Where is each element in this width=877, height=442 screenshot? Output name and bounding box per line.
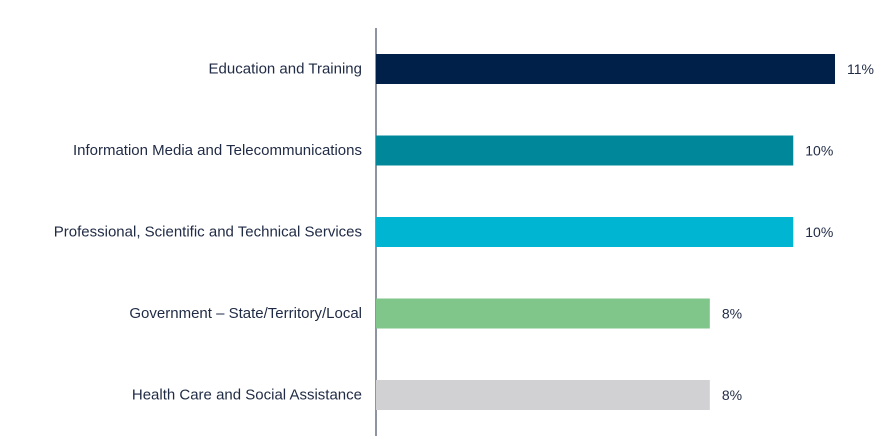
- category-label: Information Media and Telecommunications: [73, 142, 362, 159]
- category-label: Education and Training: [209, 61, 362, 78]
- value-label: 11%: [847, 61, 874, 77]
- bar: [376, 54, 835, 84]
- value-label: 8%: [722, 387, 742, 403]
- bar: [376, 298, 710, 329]
- bar: [376, 135, 794, 166]
- category-label: Health Care and Social Assistance: [132, 387, 362, 404]
- value-label: 10%: [805, 224, 833, 240]
- category-label: Government – State/Territory/Local: [129, 305, 362, 322]
- value-label: 8%: [722, 306, 742, 322]
- bar: [376, 380, 710, 410]
- bar: [376, 217, 794, 247]
- category-label: Professional, Scientific and Technical S…: [54, 224, 362, 241]
- value-label: 10%: [805, 143, 833, 159]
